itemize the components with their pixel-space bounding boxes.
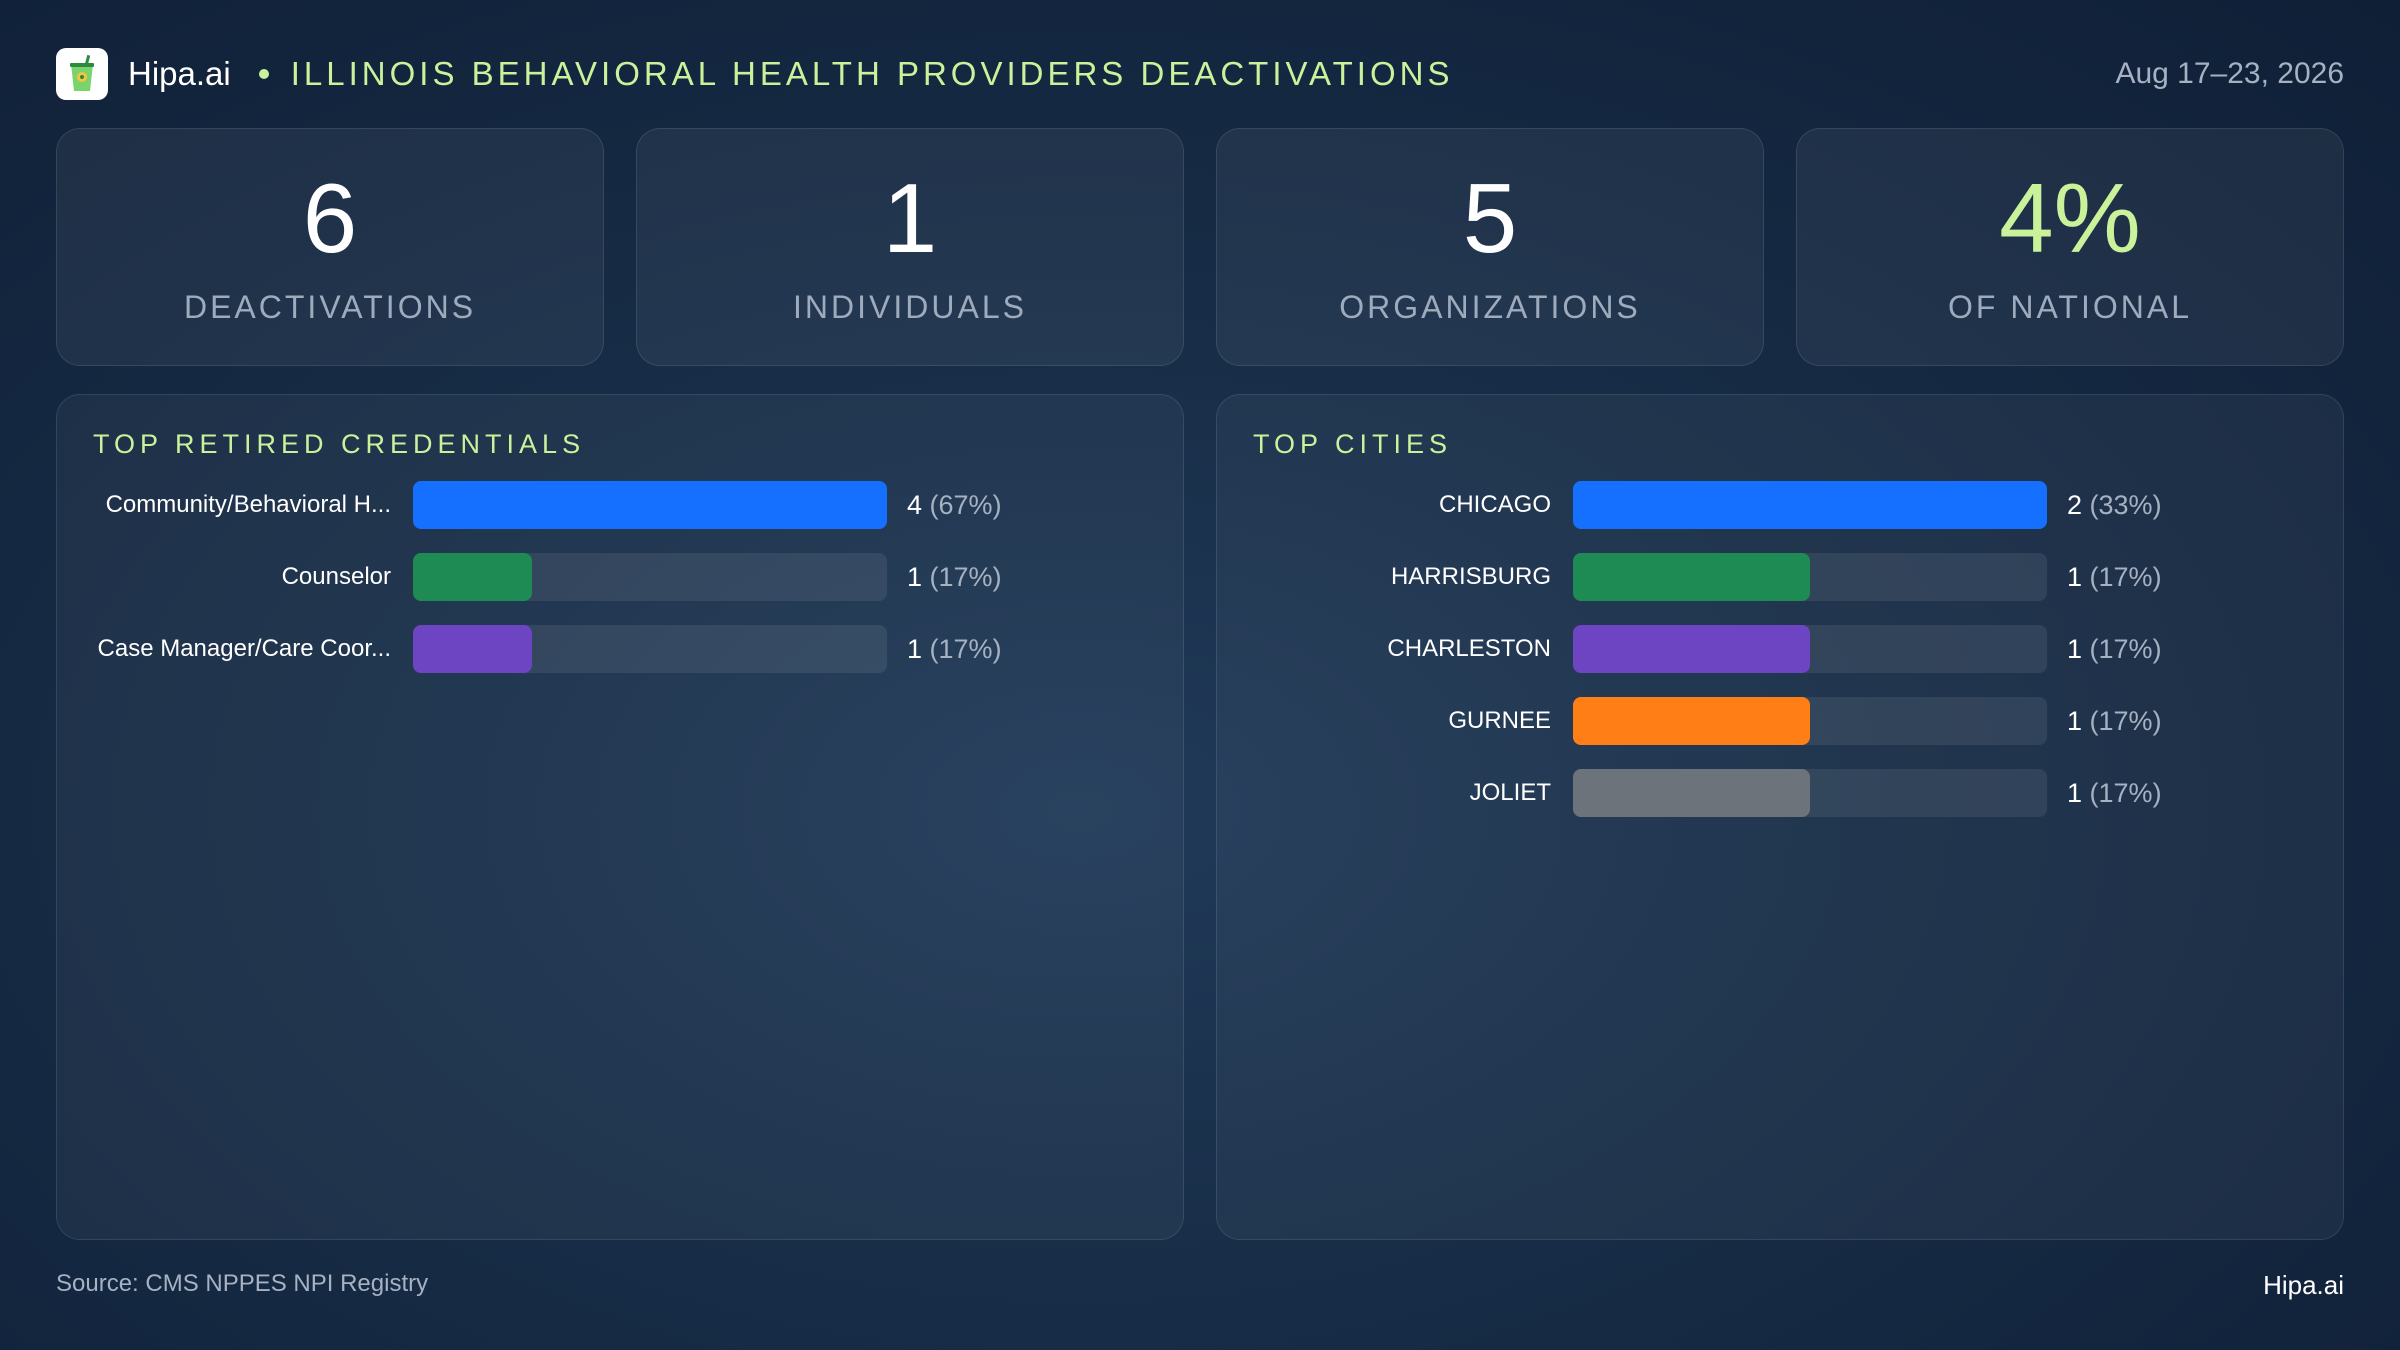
bar-percent: (17%) (2082, 634, 2162, 664)
bar-count: 1 (2067, 778, 2083, 808)
header: Hipa.ai ILLINOIS BEHAVIORAL HEALTH PROVI… (56, 46, 2344, 102)
bar-label: CHICAGO (1438, 491, 1551, 518)
kpi-organizations: 5 ORGANIZATIONS (1216, 128, 1764, 366)
bar-count: 1 (2067, 634, 2083, 664)
bar-value-label: 2 (33%) (2067, 481, 2162, 529)
bar-track (413, 481, 887, 529)
bar-track (1573, 769, 2047, 817)
kpi-row: 6 DEACTIVATIONS 1 INDIVIDUALS 5 ORGANIZA… (56, 128, 2344, 366)
bar (413, 481, 887, 529)
kpi-value: 5 (1462, 162, 1518, 273)
bar-count: 1 (2067, 562, 2083, 592)
kpi-individuals: 1 INDIVIDUALS (636, 128, 1184, 366)
bar (1573, 769, 1810, 817)
bar-count: 1 (907, 634, 923, 664)
kpi-value: 4% (1999, 162, 2141, 273)
bar-label: GURNEE (1448, 707, 1551, 734)
panel-title: TOP RETIRED CREDENTIALS (93, 429, 586, 459)
bar (1573, 481, 2047, 529)
bar-count: 1 (907, 562, 923, 592)
bar-label: JOLIET (1469, 779, 1551, 806)
kpi-value: 1 (882, 162, 938, 273)
bar-percent: (17%) (922, 634, 1002, 664)
bar-row: HARRISBURG 1 (17%) (1217, 553, 2343, 601)
panel-title: TOP CITIES (1253, 429, 1453, 459)
bar-value-label: 1 (17%) (2067, 697, 2162, 745)
bar-value-label: 1 (17%) (907, 553, 1002, 601)
bar-row: GURNEE 1 (17%) (1217, 697, 2343, 745)
kpi-label: OF NATIONAL (1948, 288, 2192, 325)
bar-row: CHICAGO 2 (33%) (1217, 481, 2343, 529)
kpi-label: DEACTIVATIONS (183, 288, 477, 325)
bar-value-label: 1 (17%) (2067, 625, 2162, 673)
footer-brand: Hipa.ai (2263, 1270, 2344, 1300)
kpi-label: ORGANIZATIONS (1339, 288, 1641, 325)
bar-row: JOLIET 1 (17%) (1217, 769, 2343, 817)
bar-percent: (17%) (2082, 778, 2162, 808)
brand-name: Hipa.ai (128, 55, 231, 92)
bar-row: Counselor 1 (17%) (57, 553, 1183, 601)
cities-panel: TOP CITIES CHICAGO 2 (33%) HARRISBURG 1 (17… (1216, 394, 2344, 1240)
bar-track (1573, 553, 2047, 601)
bar-label: Counselor (281, 563, 391, 590)
bar-percent: (17%) (2082, 562, 2162, 592)
bar-row: Case Manager/Care Coor... 1 (17%) (57, 625, 1183, 673)
kpi-label: INDIVIDUALS (793, 288, 1027, 325)
credentials-panel: TOP RETIRED CREDENTIALS Community/Behavi… (56, 394, 1184, 1240)
bar-percent: (67%) (922, 490, 1002, 520)
bar-value-label: 4 (67%) (907, 481, 1002, 529)
bar-label: HARRISBURG (1390, 563, 1551, 590)
bar-percent: (33%) (2082, 490, 2162, 520)
bar-count: 4 (907, 490, 923, 520)
bar-row: CHARLESTON 1 (17%) (1217, 625, 2343, 673)
credentials-bar-chart: Community/Behavioral H... 4 (67%) Counselo… (57, 395, 1183, 1239)
bar-value-label: 1 (17%) (2067, 769, 2162, 817)
report-title: ILLINOIS BEHAVIORAL HEALTH PROVIDERS DEA… (290, 55, 1454, 92)
cities-bar-chart: CHICAGO 2 (33%) HARRISBURG 1 (17%) CHARLESTO… (1217, 395, 2343, 1239)
bar-track (413, 625, 887, 673)
bar-track (1573, 481, 2047, 529)
bar-count: 2 (2067, 490, 2083, 520)
kpi-deactivations: 6 DEACTIVATIONS (56, 128, 604, 366)
kpi-value: 6 (302, 162, 358, 273)
bar-percent: (17%) (922, 562, 1002, 592)
bar-label: CHARLESTON (1387, 635, 1551, 662)
bar (1573, 625, 1810, 673)
cup-icon (56, 48, 108, 100)
bar-label: Case Manager/Care Coor... (97, 635, 391, 662)
bar-track (1573, 697, 2047, 745)
bar (413, 553, 532, 601)
bar (1573, 553, 1810, 601)
source-note: Source: CMS NPPES NPI Registry (56, 1270, 429, 1297)
bar-value-label: 1 (17%) (907, 625, 1002, 673)
bar-label: Community/Behavioral H... (105, 491, 391, 518)
bar (413, 625, 532, 673)
bar (1573, 697, 1810, 745)
bar-track (1573, 625, 2047, 673)
bar-track (413, 553, 887, 601)
bar-count: 1 (2067, 706, 2083, 736)
kpi-national-share: 4% OF NATIONAL (1796, 128, 2344, 366)
bar-row: Community/Behavioral H... 4 (67%) (57, 481, 1183, 529)
date-range: Aug 17–23, 2026 (2115, 57, 2344, 90)
bar-percent: (17%) (2082, 706, 2162, 736)
separator-dot (258, 69, 269, 79)
bar-value-label: 1 (17%) (2067, 553, 2162, 601)
